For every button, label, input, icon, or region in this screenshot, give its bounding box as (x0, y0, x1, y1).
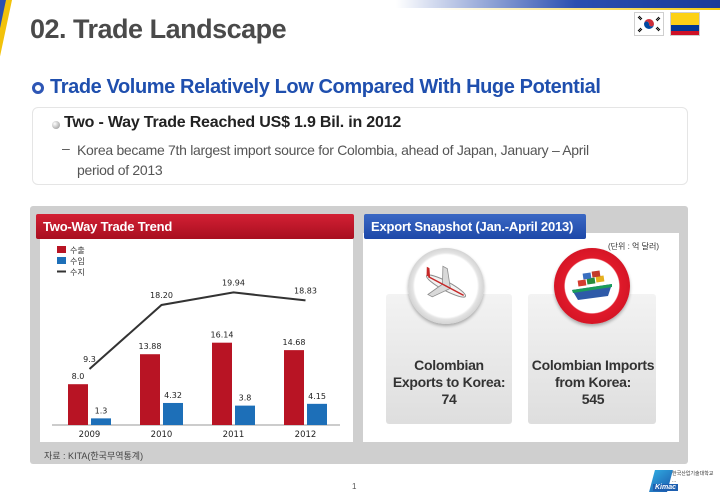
export-bar (140, 354, 160, 425)
export-bar (284, 350, 304, 425)
legend-swatch (57, 257, 66, 264)
imports-label-line2: from Korea: (554, 374, 632, 390)
summary-detail: Korea became 7th largest import source f… (77, 142, 589, 178)
import-bar (91, 418, 111, 425)
import-data-label: 4.32 (164, 391, 182, 400)
x-tick-label: 2012 (295, 430, 317, 440)
import-bar (307, 403, 327, 425)
exports-value: 74 (441, 391, 457, 407)
summary-box (32, 107, 688, 185)
import-bar (235, 405, 255, 425)
section-bullet-icon (32, 82, 44, 94)
cargo-ship-icon (554, 248, 630, 324)
header-stripe-accent (0, 8, 720, 10)
summary-heading: Two - Way Trade Reached US$ 1.9 Bil. in … (64, 114, 402, 131)
imports-label: Colombian Imports from Korea: 545 (525, 357, 661, 408)
x-tick-label: 2009 (79, 430, 101, 440)
export-data-label: 14.68 (283, 338, 306, 347)
balance-data-label: 18.20 (150, 291, 173, 300)
source-note: 자료 : KITA(한국무역통계) (44, 451, 144, 461)
colombia-flag-icon (670, 12, 700, 36)
x-tick-label: 2011 (223, 430, 245, 440)
exports-label: Colombian Exports to Korea: 74 (386, 357, 512, 408)
balance-data-label: 18.83 (294, 286, 317, 295)
exports-label-line1: Colombian (414, 357, 484, 373)
imports-value: 545 (581, 391, 605, 407)
export-snapshot-title: Export Snapshot (Jan.-April 2013) (364, 214, 586, 239)
header-stripe (0, 0, 720, 8)
unit-note: (단위 : 억 달러) (608, 242, 660, 251)
balance-data-label: 9.3 (83, 355, 96, 364)
section-title: Trade Volume Relatively Low Compared Wit… (50, 76, 601, 98)
import-bar (163, 402, 183, 425)
dash-marker: – (62, 140, 70, 156)
balance-data-label: 19.94 (222, 278, 245, 287)
import-data-label: 1.3 (95, 406, 108, 415)
import-data-label: 3.8 (239, 394, 252, 403)
export-bar (68, 384, 88, 425)
page-title: 02. Trade Landscape (30, 14, 287, 44)
balance-line (88, 291, 306, 370)
export-data-label: 13.88 (139, 342, 162, 351)
export-bar (212, 342, 232, 425)
legend-label: 수입 (70, 257, 85, 266)
x-tick-label: 2010 (151, 430, 173, 440)
logo-org-name: 한국산업기술대학교 ... (672, 471, 714, 484)
imports-label-line1: Colombian Imports (531, 357, 655, 373)
exports-label-line2: Exports to Korea: (392, 374, 506, 390)
airplane-icon (408, 248, 484, 324)
legend-swatch (57, 246, 66, 253)
export-data-label: 8.0 (72, 372, 85, 381)
bullet-icon (52, 121, 60, 129)
page-number: 1 (352, 482, 357, 491)
import-data-label: 4.15 (308, 392, 326, 401)
export-data-label: 16.14 (211, 331, 234, 340)
legend-label: 수출 (70, 245, 85, 255)
legend-label: 수지 (70, 268, 85, 277)
trade-trend-title: Two-Way Trade Trend (36, 214, 354, 239)
logo-text: Kimac (653, 484, 679, 491)
korea-flag-icon (634, 12, 664, 36)
